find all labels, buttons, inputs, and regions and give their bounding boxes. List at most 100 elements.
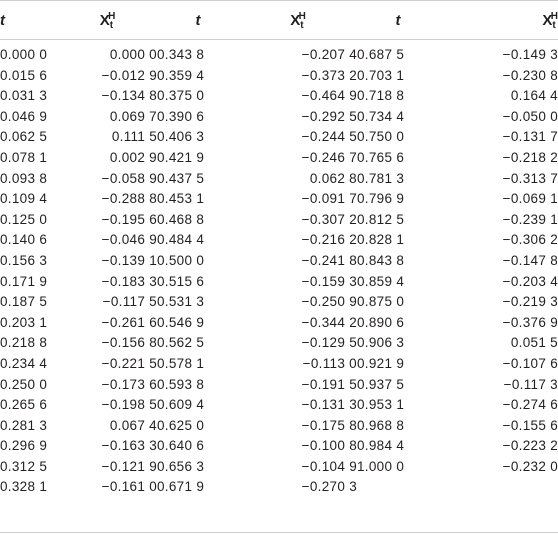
cell-t-3: 0.750 0 (357, 129, 405, 145)
cell-x-2: −0.159 3 (301, 273, 357, 289)
cell-x-1: −0.156 8 (101, 335, 157, 351)
cell-t-1: 0.328 1 (0, 479, 48, 495)
table-row: 0.062 5 0.111 5 0.406 3 −0.244 5 0.750 0 −0.1… (0, 127, 558, 148)
cell-x-2: −0.244 5 (301, 129, 357, 145)
cell-t-3: 0.718 8 (357, 88, 405, 104)
cell-x-3: −0.223 2 (502, 438, 558, 454)
cell-x-1: −0.198 5 (101, 397, 157, 413)
cell-x-1: −0.134 8 (101, 88, 157, 104)
cell-x-1: −0.195 6 (101, 211, 157, 227)
cell-t-3: 0.765 6 (357, 149, 405, 165)
cell-x-3: −0.306 2 (502, 232, 558, 248)
cell-t-3: 0.890 6 (357, 314, 405, 330)
cell-t-2: 0.390 6 (157, 108, 205, 124)
header-x-3: XtH (542, 10, 558, 31)
table-row: 0.250 0 −0.173 6 0.593 8 −0.191 5 0.937 5 −0.… (0, 375, 558, 396)
cell-t-1: 0.203 1 (0, 314, 48, 330)
cell-t-3: 0.734 4 (357, 108, 405, 124)
cell-x-2: −0.113 0 (302, 355, 357, 371)
cell-t-1: 0.093 8 (0, 170, 48, 186)
table-row: 0.265 6 −0.198 5 0.609 4 −0.131 3 0.953 1 −0.… (0, 395, 558, 416)
cell-t-1: 0.046 9 (0, 108, 48, 124)
header-x-1: XtH (99, 10, 116, 31)
cell-t-2: 0.593 8 (157, 376, 205, 392)
table-bottom-rule (0, 532, 558, 533)
table-row: 0.312 5 −0.121 9 0.656 3 −0.104 9 1.000 0 −0.… (0, 457, 558, 478)
table-row: 0.218 8 −0.156 8 0.562 5 −0.129 5 0.906 3 0.0… (0, 333, 558, 354)
cell-t-3: 0.687 5 (357, 47, 405, 62)
cell-x-1: −0.161 0 (101, 479, 157, 495)
table-row: 0.296 9 −0.163 3 0.640 6 −0.100 8 0.984 4 −0.… (0, 436, 558, 457)
cell-t-1: 0.296 9 (0, 438, 48, 454)
table-row: 0.109 4 −0.288 8 0.453 1 −0.091 7 0.796 9 −0.… (0, 189, 558, 210)
cell-x-3: −0.149 3 (502, 47, 558, 62)
cell-t-2: 0.546 9 (157, 314, 205, 330)
cell-t-3: 0.968 8 (357, 417, 405, 433)
cell-t-3: 1.000 0 (357, 458, 405, 474)
cell-x-3 (439, 477, 558, 498)
table-row: 0.187 5 −0.117 5 0.531 3 −0.250 9 0.875 0 −0.… (0, 292, 558, 313)
cell-x-2: 0.062 8 (309, 170, 357, 186)
cell-t-1: 0.015 6 (0, 67, 48, 83)
cell-x-3: −0.239 1 (502, 211, 558, 227)
cell-t-1: 0.187 5 (0, 294, 48, 310)
header-row: t XtH t XtH t XtH (0, 0, 558, 40)
cell-x-3: −0.050 0 (502, 108, 558, 124)
cell-x-1: −0.117 5 (102, 294, 157, 310)
cell-x-1: −0.058 9 (101, 170, 157, 186)
cell-x-3: −0.131 7 (502, 129, 558, 145)
cell-x-1: −0.183 3 (101, 273, 157, 289)
cell-x-1: 0.069 7 (109, 108, 157, 124)
cell-x-2: −0.246 7 (301, 149, 357, 165)
table-row: 0.171 9 −0.183 3 0.515 6 −0.159 3 0.859 4 −0.… (0, 272, 558, 293)
cell-t-3: 0.843 8 (357, 252, 405, 268)
table-row: 0.031 3 −0.134 8 0.375 0 −0.464 9 0.718 8 0.1… (0, 86, 558, 107)
cell-t-2: 0.359 4 (157, 67, 205, 83)
cell-t-3: 0.921 9 (357, 355, 405, 371)
cell-x-2: −0.241 8 (301, 252, 357, 268)
table-row: 0.015 6 −0.012 9 0.359 4 −0.373 2 0.703 1 −0.… (0, 66, 558, 87)
header-t-3: t (395, 11, 401, 29)
cell-x-2: −0.344 2 (301, 314, 357, 330)
cell-t-2: 0.656 3 (157, 458, 205, 474)
cell-t-2: 0.468 8 (157, 211, 205, 227)
cell-x-2: −0.373 2 (301, 67, 357, 83)
cell-x-1: 0.000 0 (109, 47, 157, 62)
header-t-2: t (195, 11, 201, 29)
cell-x-2: −0.191 5 (301, 376, 357, 392)
cell-t-2: 0.421 9 (157, 149, 205, 165)
cell-t-2: 0.406 3 (157, 129, 205, 145)
table-body: 0.000 0 0.000 0 0.343 8 −0.207 4 0.687 5 −0.1… (0, 40, 558, 498)
cell-t-2: 0.343 8 (157, 47, 205, 62)
cell-t-2: 0.375 0 (157, 88, 205, 104)
cell-t-1: 0.156 3 (0, 252, 48, 268)
cell-x-1: −0.288 8 (101, 191, 157, 207)
cell-t-2: 0.609 4 (157, 397, 205, 413)
cell-x-3: 0.164 4 (510, 88, 558, 104)
cell-t-3: 0.875 0 (357, 294, 405, 310)
cell-x-3: −0.232 0 (502, 458, 558, 474)
cell-x-2: −0.270 3 (301, 479, 357, 495)
cell-x-3: −0.274 6 (502, 397, 558, 413)
cell-t-1: 0.140 6 (0, 232, 48, 248)
cell-t-2: 0.437 5 (157, 170, 205, 186)
cell-t-3: 0.906 3 (357, 335, 405, 351)
cell-x-2: −0.307 2 (301, 211, 357, 227)
cell-x-1: −0.163 3 (101, 438, 157, 454)
table-row: 0.328 1 −0.161 0 0.671 9 −0.270 3 (0, 477, 558, 498)
cell-t-3: 0.937 5 (357, 376, 405, 392)
cell-t-3: 0.859 4 (357, 273, 405, 289)
cell-x-3: −0.107 6 (502, 355, 558, 371)
cell-x-3: −0.230 8 (502, 67, 558, 83)
table-row: 0.125 0 −0.195 6 0.468 8 −0.307 2 0.812 5 −0.… (0, 210, 558, 231)
cell-t-1: 0.265 6 (0, 397, 48, 413)
cell-x-1: −0.261 6 (101, 314, 157, 330)
cell-x-1: 0.067 4 (109, 417, 157, 433)
cell-x-3: −0.069 1 (502, 191, 558, 207)
table-row: 0.000 0 0.000 0 0.343 8 −0.207 4 0.687 5 −0.1… (0, 40, 558, 66)
cell-x-1: 0.111 5 (111, 129, 157, 145)
cell-x-3: −0.147 8 (502, 252, 558, 268)
cell-t-2: 0.453 1 (157, 191, 205, 207)
cell-t-1: 0.250 0 (0, 376, 48, 392)
table-row: 0.046 9 0.069 7 0.390 6 −0.292 5 0.734 4 −0.0… (0, 107, 558, 128)
